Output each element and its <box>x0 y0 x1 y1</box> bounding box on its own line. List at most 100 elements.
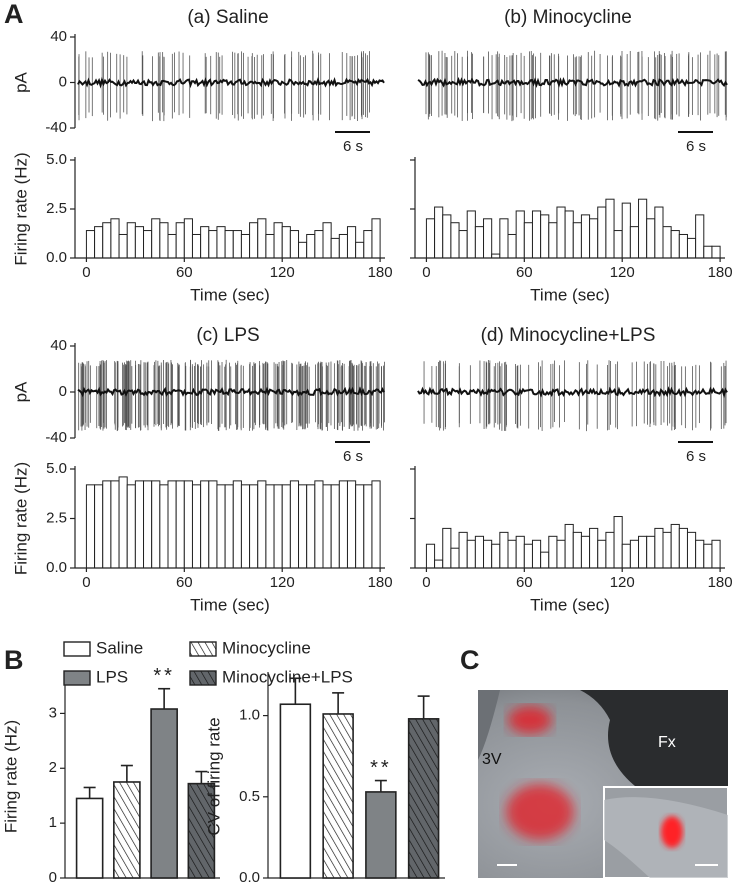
histogram-bar <box>548 222 558 259</box>
bar <box>187 782 216 879</box>
histogram-bar <box>474 226 485 259</box>
histogram-bar <box>289 480 300 569</box>
x-tick-label: 180 <box>708 574 733 591</box>
bar <box>150 708 178 879</box>
histogram-bar <box>216 226 226 259</box>
histogram-bar <box>85 484 96 569</box>
y-axis-label: pA <box>11 381 30 402</box>
histogram-bar <box>613 230 623 259</box>
histogram-bar <box>371 480 381 569</box>
trace-baseline <box>77 386 385 398</box>
x-tick-label: 0 <box>82 264 90 281</box>
x-tick-label: 0 <box>422 264 430 281</box>
histogram-bar <box>273 222 283 259</box>
histogram-bar <box>450 222 460 259</box>
panel-letter: C <box>460 645 480 675</box>
histogram-bar <box>556 206 566 259</box>
x-tick-label: 120 <box>610 574 635 591</box>
histogram-bar <box>363 484 373 569</box>
y-tick-label: 0.0 <box>46 559 67 576</box>
histogram-bar <box>580 214 591 259</box>
histogram-bar <box>289 230 300 259</box>
legend-label: Minocycline+LPS <box>222 667 353 686</box>
x-tick-label: 180 <box>708 264 733 281</box>
panel-title: (d) Minocycline+LPS <box>481 325 656 346</box>
histogram-bar <box>474 535 485 569</box>
scale-bar-label: 6 s <box>343 448 363 465</box>
histogram-bar <box>434 559 444 569</box>
trace <box>417 50 728 122</box>
histogram-bar <box>281 484 291 569</box>
histogram-bar <box>94 484 104 569</box>
histogram-bar <box>646 535 656 569</box>
y-tick-label: 0 <box>49 869 57 886</box>
significance-label: ** <box>153 665 175 687</box>
histogram-bar <box>450 547 460 569</box>
histogram-bar <box>134 480 145 569</box>
histogram-bar <box>442 527 452 569</box>
histogram-bar <box>232 230 242 259</box>
y-tick-label: 2.5 <box>46 200 67 217</box>
trace-baseline <box>417 76 728 89</box>
histogram-bar <box>118 476 128 569</box>
histogram-bar <box>151 480 161 569</box>
histogram-bar <box>257 480 267 569</box>
histogram-bar <box>159 222 169 259</box>
histogram-bar <box>572 222 582 259</box>
histogram-bar <box>265 233 275 259</box>
histogram-bar <box>442 214 452 259</box>
histogram-bar <box>143 230 153 259</box>
histogram-bar <box>216 484 226 569</box>
y-tick-label: 0.0 <box>239 869 260 886</box>
histogram-bar <box>232 480 242 569</box>
histogram-bar <box>126 222 136 259</box>
histogram-bar <box>613 516 623 569</box>
x-tick-label: 60 <box>176 574 193 591</box>
bar <box>75 797 104 879</box>
image-stain <box>506 784 574 840</box>
histogram-bar <box>355 484 365 569</box>
y-tick-label: 2.5 <box>46 509 67 526</box>
panel-letter: B <box>4 645 24 675</box>
y-tick-label: 3 <box>49 704 57 721</box>
trace-baseline <box>417 386 728 399</box>
histogram-bar <box>249 222 259 259</box>
histogram-bar <box>102 222 112 259</box>
scale-bar-label: 6 s <box>686 138 706 155</box>
histogram-bar <box>654 206 664 259</box>
histogram-bar <box>159 484 169 569</box>
histogram-bar <box>523 222 533 259</box>
histogram-bar <box>355 241 365 259</box>
x-tick-label: 120 <box>610 264 635 281</box>
histogram-bar <box>605 198 615 259</box>
panel-title: (c) LPS <box>196 325 259 346</box>
histogram-bar <box>306 233 316 259</box>
histogram-bar <box>314 480 324 569</box>
histogram-bar <box>646 218 656 259</box>
histogram-bar <box>363 230 373 259</box>
histogram-bar <box>371 218 381 259</box>
histogram-bar <box>458 531 468 569</box>
histogram-bar <box>200 226 210 259</box>
histogram-bar <box>572 531 582 569</box>
histogram-bar <box>167 233 177 259</box>
bar <box>365 791 397 879</box>
x-tick-label: 180 <box>368 264 393 281</box>
y-axis-label: Firing rate (Hz) <box>1 720 20 833</box>
y-tick-label: 0 <box>59 73 67 90</box>
histogram-bar <box>540 551 550 569</box>
histogram-bar <box>589 218 599 259</box>
histogram-bar <box>515 210 525 259</box>
histogram-bar <box>670 523 680 569</box>
x-tick-label: 60 <box>516 574 533 591</box>
histogram-bar <box>491 543 501 569</box>
y-tick-label: -40 <box>45 429 67 446</box>
histogram-bar <box>298 241 308 259</box>
histogram-bar <box>273 484 283 569</box>
x-tick-label: 0 <box>82 574 90 591</box>
histogram-bar <box>200 480 210 569</box>
histogram-bar <box>85 230 96 259</box>
x-tick-label: 0 <box>422 574 430 591</box>
histogram-bar <box>191 233 202 259</box>
histogram-bar <box>110 218 120 259</box>
